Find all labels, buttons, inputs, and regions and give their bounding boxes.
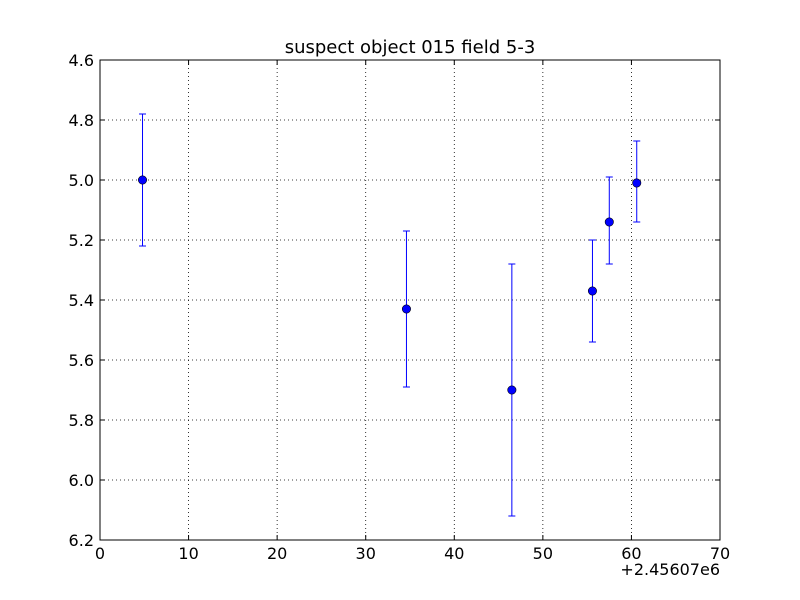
x-tick-labels: 0 10 20 30 40 50 60 70 (95, 544, 730, 563)
x-tick-label: 60 (621, 544, 641, 563)
grid-lines (100, 60, 720, 540)
chart-title: suspect object 015 field 5-3 (285, 37, 536, 58)
y-tick-label: 5.4 (69, 291, 94, 310)
x-tick-label: 70 (710, 544, 730, 563)
y-tick-label: 5.8 (69, 411, 94, 430)
y-tick-label: 6.2 (69, 531, 94, 550)
x-tick-label: 10 (178, 544, 198, 563)
error-bars (139, 113, 641, 517)
x-tick-label: 0 (95, 544, 105, 563)
data-point (401, 304, 411, 314)
x-tick-label: 40 (444, 544, 464, 563)
y-tick-label: 4.6 (69, 51, 94, 70)
x-offset-label: +2.45607e6 (620, 560, 720, 579)
y-tick-label: 6.0 (69, 471, 94, 490)
y-tick-label: 5.2 (69, 231, 94, 250)
y-tick-label: 5.6 (69, 351, 94, 370)
data-point (604, 217, 614, 227)
data-points (138, 175, 642, 395)
x-tick-label: 50 (533, 544, 553, 563)
y-tick-label: 5.0 (69, 171, 94, 190)
y-tick-label: 4.8 (69, 111, 94, 130)
data-point (587, 286, 597, 296)
axis-ticks (99, 59, 721, 541)
data-point (632, 178, 642, 188)
x-tick-label: 30 (356, 544, 376, 563)
x-tick-label: 20 (267, 544, 287, 563)
data-point (138, 175, 148, 185)
data-point (507, 385, 517, 395)
y-tick-labels: 4.6 4.8 5.0 5.2 5.4 5.6 5.8 6.0 6.2 (69, 51, 94, 550)
